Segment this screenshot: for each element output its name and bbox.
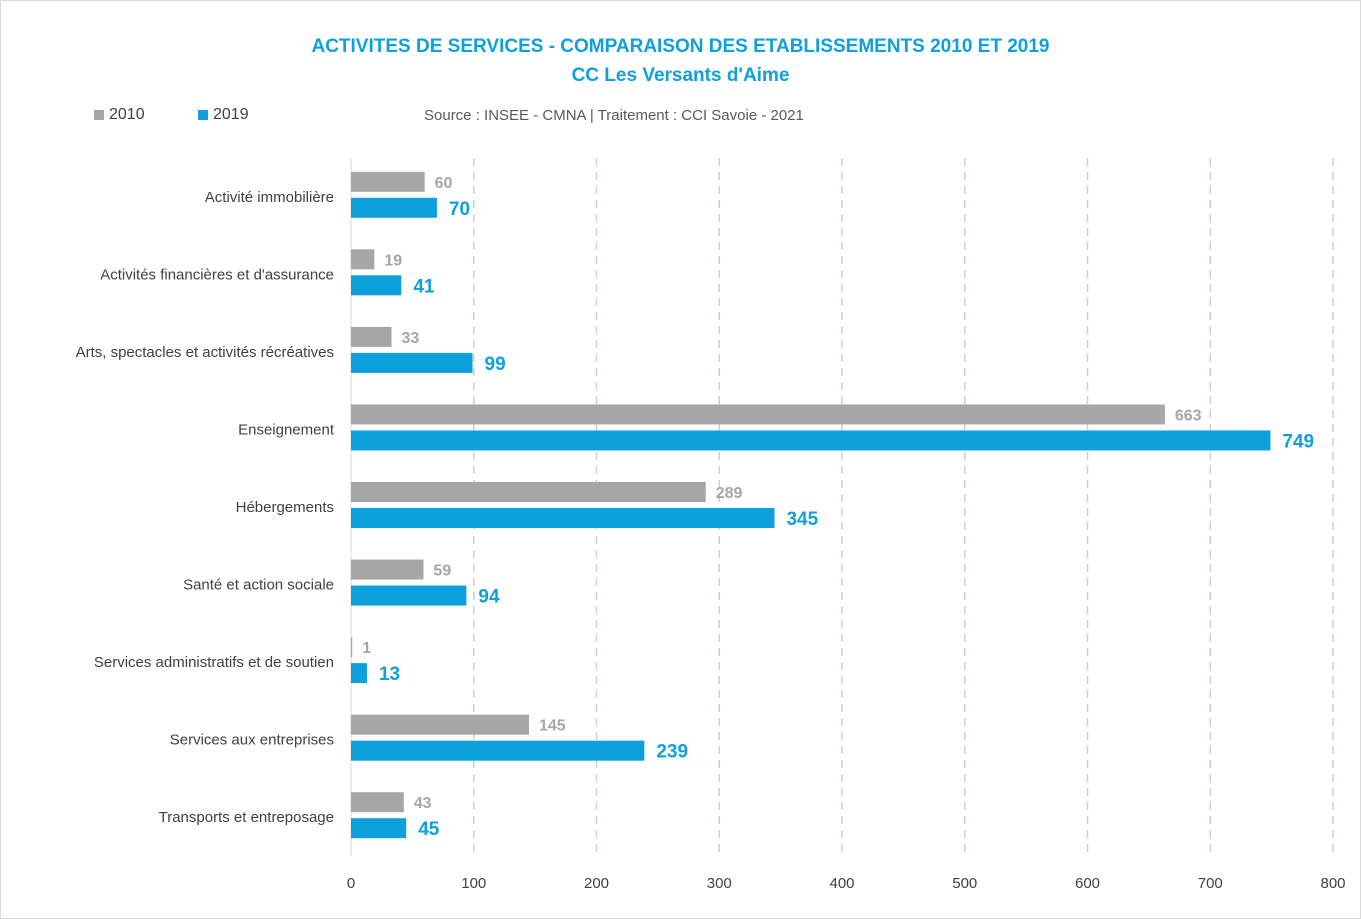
category-label-0: Activité immobilière [205, 189, 334, 206]
x-tick-label-800: 800 [1320, 875, 1345, 892]
data-label-2010-7: 145 [539, 718, 566, 735]
bar-2010-5 [351, 559, 424, 580]
bar-2010-3 [351, 404, 1165, 425]
bar-2010-7 [351, 714, 529, 735]
x-tick-label-700: 700 [1198, 875, 1223, 892]
legend-swatch-2010 [94, 110, 104, 120]
x-tick-label-0: 0 [347, 875, 355, 892]
data-label-2019-8: 45 [418, 819, 440, 840]
bar-2019-8 [351, 818, 407, 839]
legend-label-2019: 2019 [213, 106, 249, 123]
data-label-2010-8: 43 [414, 795, 432, 812]
data-label-2010-3: 663 [1175, 407, 1202, 424]
legend-swatch-2019 [198, 110, 208, 120]
bar-2010-0 [351, 171, 425, 192]
bar-2019-0 [351, 197, 437, 218]
x-tick-label-100: 100 [461, 875, 486, 892]
data-label-2010-4: 289 [716, 485, 743, 502]
data-label-2019-6: 13 [379, 664, 400, 685]
bar-2019-2 [351, 352, 473, 373]
bar-2019-6 [351, 663, 367, 684]
data-label-2019-5: 94 [478, 587, 500, 608]
category-label-1: Activités financières et d'assurance [100, 266, 334, 283]
category-label-4: Hébergements [236, 499, 334, 516]
bar-2010-8 [351, 792, 404, 813]
data-label-2019-0: 70 [449, 199, 470, 220]
data-label-2010-0: 60 [435, 175, 453, 192]
bar-2019-5 [351, 585, 467, 606]
x-tick-label-300: 300 [707, 875, 732, 892]
category-label-2: Arts, spectacles et activités récréative… [76, 344, 334, 361]
category-label-7: Services aux entreprises [170, 732, 334, 749]
source-note: Source : INSEE - CMNA | Traitement : CCI… [424, 107, 804, 124]
data-label-2010-2: 33 [402, 330, 420, 347]
x-tick-label-200: 200 [584, 875, 609, 892]
bar-2019-4 [351, 508, 775, 528]
x-tick-label-400: 400 [829, 875, 854, 892]
category-label-6: Services administratifs et de soutien [94, 654, 334, 671]
data-label-2010-6: 1 [362, 640, 371, 657]
legend-label-2010: 2010 [109, 106, 145, 123]
data-label-2010-5: 59 [433, 563, 451, 580]
bar-2019-7 [351, 740, 645, 761]
data-label-2010-1: 19 [384, 252, 402, 269]
legend-entry-2010: 2010 [94, 106, 145, 124]
bar-2010-6 [351, 637, 353, 658]
chart-title: ACTIVITES DE SERVICES - COMPARAISON DES … [311, 36, 1050, 57]
data-label-2019-4: 345 [786, 509, 818, 530]
data-label-2019-7: 239 [656, 742, 688, 763]
category-label-5: Santé et action sociale [183, 577, 334, 594]
bar-2010-2 [351, 326, 392, 347]
bar-2019-3 [351, 430, 1271, 451]
legend-entry-2019: 2019 [198, 106, 249, 124]
data-label-2019-1: 41 [413, 276, 435, 297]
data-label-2019-3: 749 [1282, 431, 1314, 452]
data-label-2019-2: 99 [485, 354, 506, 375]
bar-2010-1 [351, 249, 375, 270]
chart-subtitle: CC Les Versants d'Aime [571, 65, 790, 86]
category-label-8: Transports et entreposage [159, 809, 334, 826]
x-tick-label-600: 600 [1075, 875, 1100, 892]
bar-2019-1 [351, 275, 402, 296]
x-tick-label-500: 500 [952, 875, 977, 892]
category-label-3: Enseignement [238, 421, 335, 438]
bar-2010-4 [351, 482, 706, 502]
